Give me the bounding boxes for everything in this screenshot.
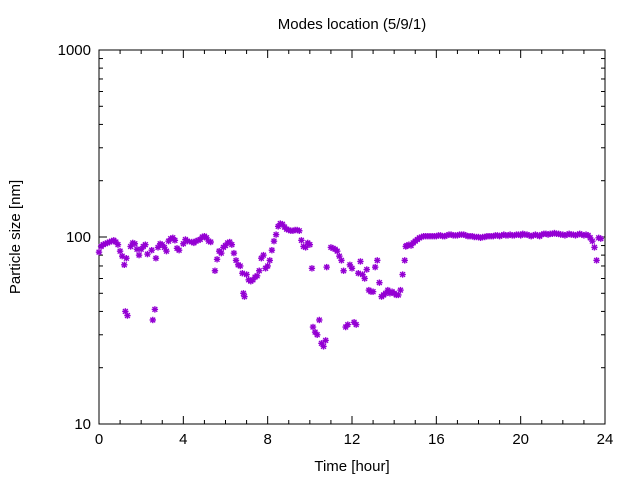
- data-point: [268, 246, 276, 254]
- data-point: [149, 316, 156, 324]
- data-point: [334, 247, 341, 255]
- data-point: [589, 237, 596, 245]
- x-tick-label: 20: [512, 431, 529, 448]
- y-tick-label: 1000: [58, 42, 91, 59]
- data-point: [116, 247, 124, 255]
- data-point: [95, 248, 103, 256]
- x-tick-label: 8: [263, 431, 271, 448]
- data-point: [175, 246, 183, 254]
- data-point: [152, 255, 160, 262]
- data-point: [256, 267, 263, 274]
- data-point: [142, 241, 149, 248]
- data-point: [123, 255, 130, 262]
- data-point: [298, 237, 305, 244]
- data-point: [171, 237, 179, 244]
- data-point: [218, 249, 225, 257]
- data-point: [270, 237, 278, 245]
- x-tick-label: 4: [179, 431, 187, 448]
- data-point: [376, 279, 383, 286]
- data-point: [363, 266, 370, 273]
- data-point: [593, 257, 600, 264]
- data-point: [144, 250, 151, 258]
- data-point: [353, 321, 360, 328]
- data-point: [357, 258, 364, 265]
- data-point: [151, 306, 159, 313]
- data-point: [371, 263, 379, 271]
- y-tick-label: 100: [66, 229, 91, 246]
- x-tick-label: 24: [597, 431, 614, 448]
- data-point: [184, 237, 191, 245]
- data-point: [361, 275, 368, 282]
- data-point: [135, 251, 143, 259]
- data-point: [306, 241, 314, 248]
- data-point: [228, 241, 236, 248]
- data-point: [348, 265, 356, 272]
- data-point: [597, 235, 604, 242]
- data-point: [230, 249, 238, 257]
- data-point: [399, 271, 406, 278]
- data-point: [243, 271, 250, 278]
- data-point: [308, 265, 316, 272]
- data-point: [296, 227, 303, 234]
- y-axis-label: Particle size [nm]: [7, 180, 24, 294]
- data-point: [323, 263, 330, 271]
- y-tick-label: 10: [74, 416, 91, 433]
- data-point: [124, 312, 131, 319]
- data-point: [114, 241, 122, 248]
- data-point: [131, 240, 139, 247]
- data-point: [253, 272, 261, 280]
- data-point: [338, 257, 345, 264]
- data-point: [211, 267, 219, 274]
- data-point: [272, 231, 280, 238]
- data-point: [264, 262, 271, 270]
- axis-ticks: 0 4 8 12 16 20 24 10 100 1000: [58, 42, 614, 448]
- data-point: [395, 291, 402, 299]
- data-point: [148, 246, 155, 254]
- data-point: [163, 247, 170, 255]
- x-tick-label: 12: [344, 431, 361, 448]
- data-point: [320, 343, 327, 350]
- data-point: [397, 286, 404, 294]
- x-tick-label: 16: [428, 431, 445, 448]
- data-point: [241, 293, 248, 300]
- data-point: [207, 238, 214, 246]
- data-point: [591, 244, 598, 251]
- data-point: [213, 256, 221, 263]
- data-point: [266, 257, 273, 264]
- data-point: [309, 323, 317, 331]
- data-point: [401, 257, 408, 264]
- data-point: [340, 267, 347, 274]
- x-axis-label: Time [hour]: [314, 458, 389, 475]
- data-points: [95, 220, 604, 350]
- data-point: [344, 321, 351, 328]
- data-point: [369, 288, 377, 295]
- data-point: [374, 257, 381, 264]
- data-point: [237, 262, 244, 270]
- x-tick-label: 0: [95, 431, 103, 448]
- chart-title: Modes location (5/9/1): [278, 16, 426, 33]
- data-point: [314, 331, 321, 338]
- data-point: [260, 251, 267, 259]
- data-point: [322, 337, 329, 344]
- data-point: [316, 316, 323, 324]
- data-point: [121, 261, 128, 269]
